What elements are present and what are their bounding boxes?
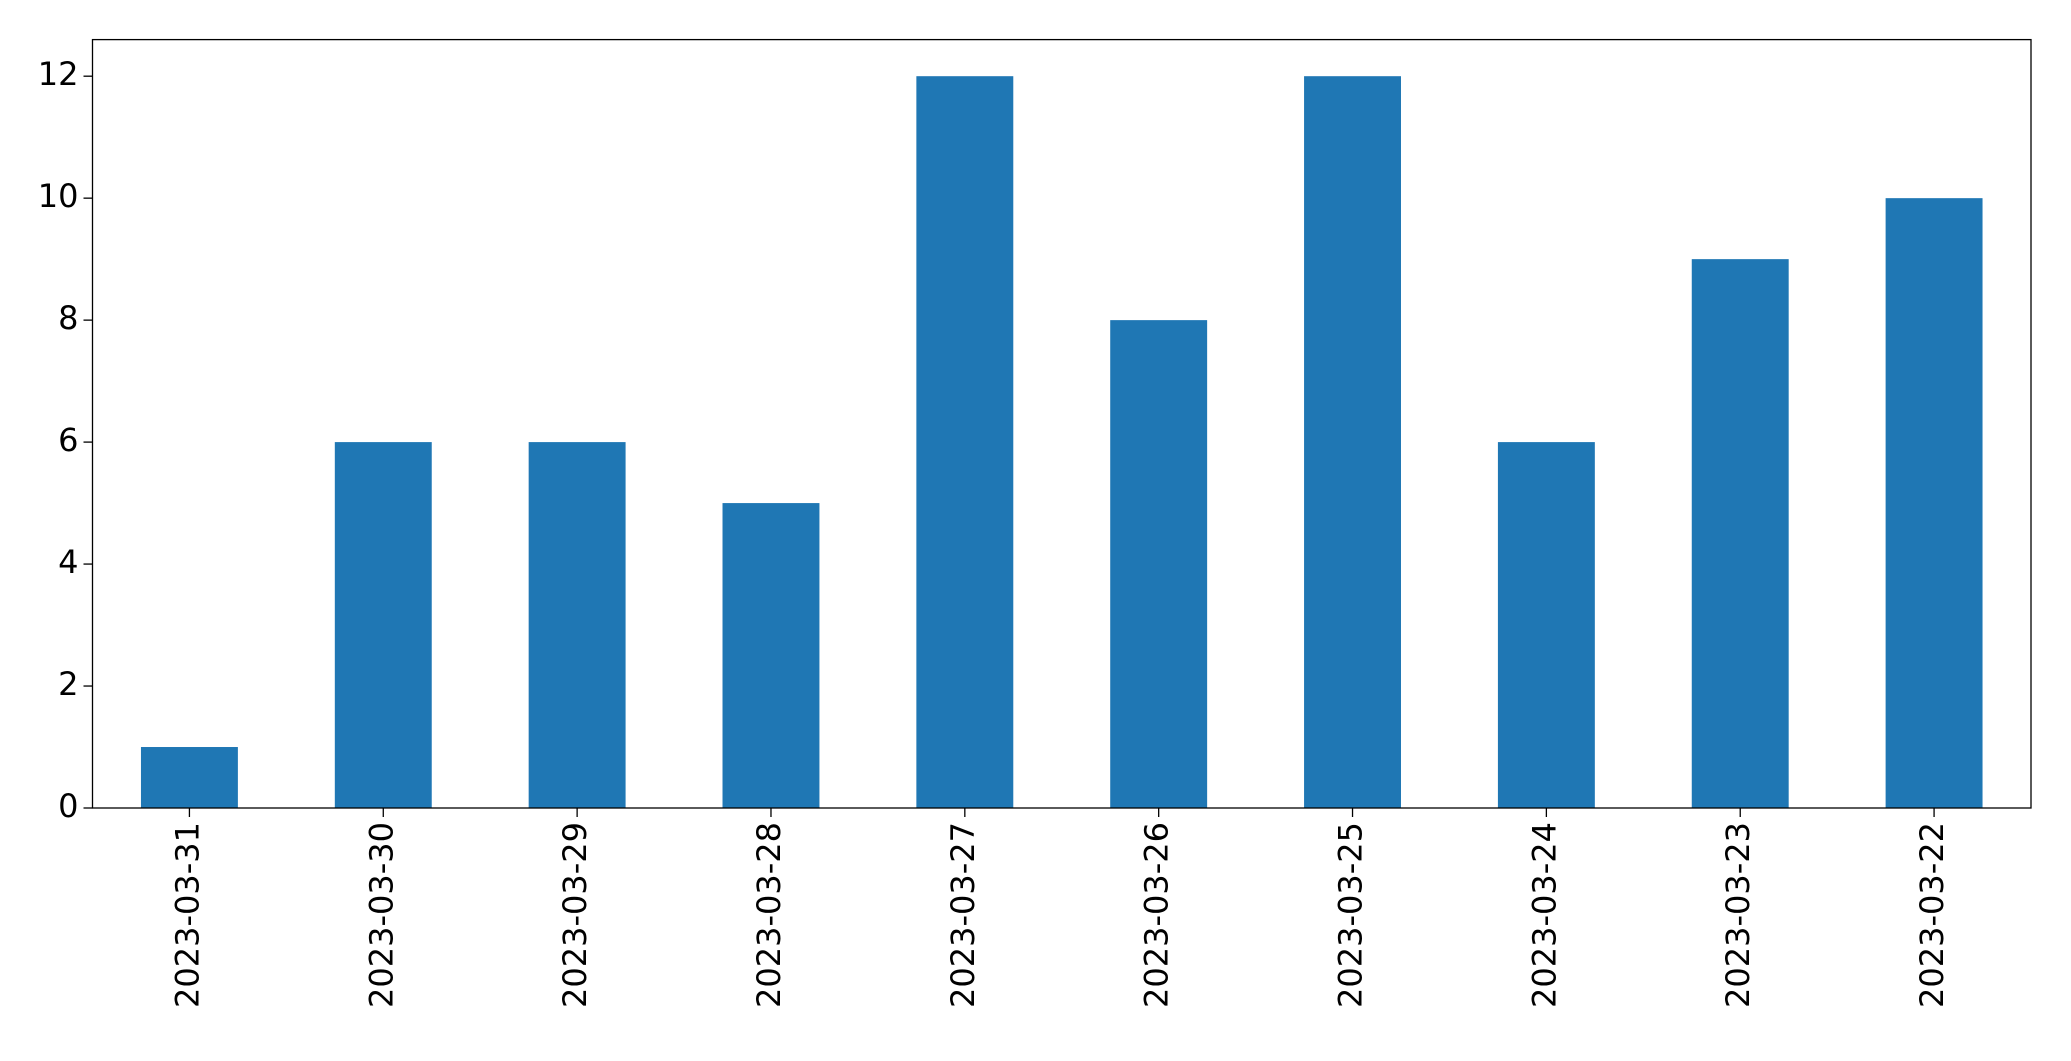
x-tick-label: 2023-03-28 (750, 822, 788, 1008)
bar (1304, 76, 1401, 808)
x-tick-label: 2023-03-24 (1525, 822, 1563, 1008)
bar (722, 503, 820, 808)
x-tick-label: 2023-03-26 (1138, 822, 1176, 1008)
y-tick-label: 12 (38, 55, 79, 93)
x-tick-label: 2023-03-29 (556, 822, 594, 1008)
x-tick-label: 2023-03-25 (1332, 822, 1370, 1008)
bar (916, 76, 1014, 808)
x-tick-label: 2023-03-22 (1913, 822, 1951, 1008)
plot-frame (91, 38, 2032, 809)
y-tick-label: 2 (58, 665, 78, 703)
x-tick-label: 2023-03-23 (1719, 822, 1757, 1008)
bar (528, 442, 626, 808)
bar (334, 442, 432, 808)
x-tick-label: 2023-03-31 (168, 822, 206, 1008)
bar (140, 747, 238, 808)
y-tick-label: 0 (58, 787, 78, 825)
x-tick-label: 2023-03-27 (944, 822, 982, 1008)
bar (1110, 320, 1208, 808)
x-tick-label: 2023-03-30 (362, 822, 400, 1008)
y-tick-label: 4 (58, 543, 78, 581)
bar (1691, 259, 1789, 809)
y-tick-label: 6 (58, 421, 78, 459)
bar (1885, 198, 1983, 808)
y-tick-label: 10 (38, 177, 79, 215)
bar (1497, 442, 1595, 808)
y-tick-label: 8 (58, 299, 78, 337)
